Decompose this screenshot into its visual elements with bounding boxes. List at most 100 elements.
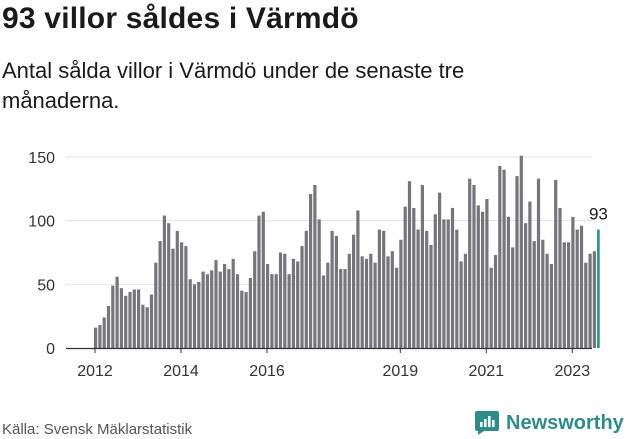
bar [407,181,412,348]
bar [502,169,506,348]
bar [339,269,343,348]
bar [382,230,386,348]
bar [106,305,111,348]
bar [541,239,545,348]
bar [257,215,261,348]
bar [240,290,244,348]
ytick-label-0: 0 [46,341,55,358]
source-note: Källa: Svensk Mäklarstatistik [2,421,193,438]
bar [498,165,502,348]
bar [210,270,214,348]
newsworthy-brand-name: Newsworthy [506,411,624,434]
bar [420,185,424,348]
bar [227,269,231,348]
bar [450,207,455,348]
bar [549,263,553,348]
bar [235,274,240,348]
bar [119,288,123,348]
bar [115,276,119,348]
bar [291,258,295,348]
bar [399,239,403,348]
bar [313,185,317,348]
bar [317,219,321,348]
bar [180,242,184,348]
xtick-label-2023: 2023 [555,363,591,380]
bar [124,295,128,348]
bar [567,242,571,348]
bar [244,291,248,348]
bar [141,304,145,348]
bar [369,253,373,348]
bar [575,229,579,348]
bar [261,211,265,348]
bar [171,248,175,348]
bar [356,210,360,348]
bar [192,284,197,348]
ytick-label-50: 50 [37,277,55,294]
bar [158,241,162,348]
bar [197,281,201,348]
bar [145,307,149,348]
bar [584,262,588,348]
bar [300,246,304,348]
bar [330,230,334,348]
bar [309,193,313,348]
bar [231,258,235,348]
bar [592,251,596,348]
bar [137,289,141,348]
bar [270,274,274,348]
chart-subtitle: Antal sålda villor i Värmdö under de sen… [2,58,465,113]
bar [352,234,356,348]
bar [438,192,442,348]
xtick-label-2014: 2014 [163,363,199,380]
bar [248,277,252,348]
bar [149,294,154,348]
bar [218,271,222,348]
bar [536,178,541,348]
newsworthy-logo-icon [475,411,499,435]
bar [442,219,446,348]
xtick-label-2012: 2012 [77,363,113,380]
bar [571,216,575,348]
latest-value-label: 93 [589,205,608,224]
bar [532,241,536,348]
bar [489,267,493,348]
xtick-label-2019: 2019 [383,363,419,380]
bar [416,229,420,348]
bar [545,253,549,348]
bar [403,206,407,348]
bar [287,274,291,348]
bar [111,285,115,348]
bar [214,260,218,348]
bar [334,235,338,348]
bar [579,225,584,348]
bar [253,251,257,348]
bar [201,271,205,348]
bar [558,207,562,348]
bar [98,325,102,348]
chart-title: 93 villor såldes i Värmdö [2,2,359,35]
bar [446,219,450,348]
bar [188,279,192,348]
bar [588,253,592,348]
bar [528,201,532,348]
bar [304,230,308,348]
bar [377,229,381,348]
bar [386,256,390,348]
bar [506,216,510,348]
newsworthy-logo[interactable]: Newsworthy [474,408,624,438]
bar [481,211,485,348]
bar-latest [597,229,600,348]
bar [283,253,287,348]
bar [459,261,463,348]
bar [321,275,326,348]
bar [524,223,528,348]
bar [395,267,399,348]
bar [429,244,433,348]
bar [425,230,429,348]
bar [326,262,330,348]
bar [493,255,498,348]
bar [343,269,347,348]
bar [412,207,416,348]
bar [184,246,188,348]
